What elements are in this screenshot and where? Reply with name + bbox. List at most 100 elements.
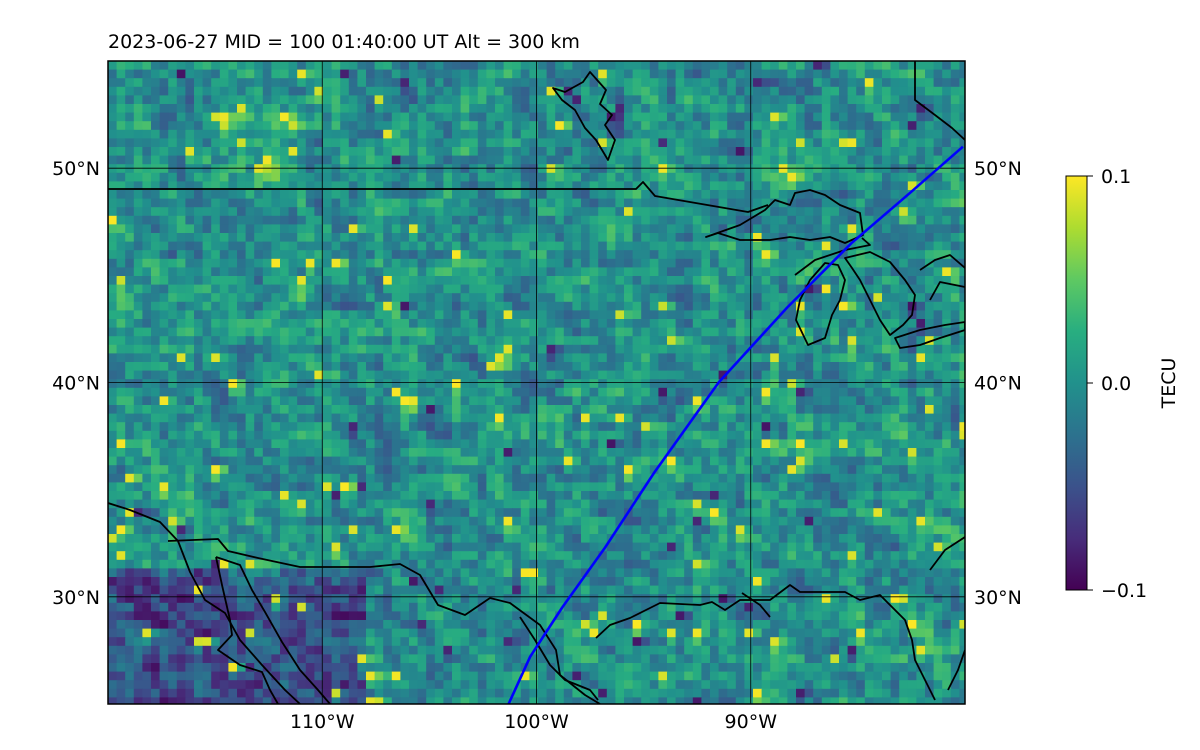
- tec-pixel: [460, 181, 470, 191]
- tec-pixel: [950, 129, 960, 139]
- tec-pixel: [710, 233, 720, 243]
- tec-pixel: [581, 78, 591, 88]
- tec-pixel: [821, 284, 831, 294]
- tec-pixel: [718, 147, 728, 157]
- tec-pixel: [907, 293, 917, 303]
- tec-pixel: [529, 258, 539, 268]
- tec-pixel: [237, 250, 247, 260]
- tec-pixel: [907, 430, 917, 440]
- tec-pixel: [503, 267, 513, 277]
- tec-pixel: [821, 215, 831, 225]
- tec-pixel: [288, 147, 298, 157]
- tec-pixel: [254, 430, 264, 440]
- tec-pixel: [159, 69, 169, 79]
- tec-pixel: [108, 387, 118, 397]
- tec-pixel: [357, 473, 367, 483]
- tec-pixel: [581, 405, 591, 415]
- tec-pixel: [142, 164, 152, 174]
- tec-pixel: [959, 86, 965, 96]
- tec-pixel: [443, 172, 453, 182]
- tec-pixel: [151, 379, 161, 389]
- tec-pixel: [959, 233, 965, 243]
- tec-pixel: [950, 241, 960, 251]
- tec-pixel: [357, 439, 367, 449]
- tec-pixel: [710, 362, 720, 372]
- tec-pixel: [374, 112, 384, 122]
- tec-pixel: [176, 301, 186, 311]
- tec-pixel: [503, 215, 513, 225]
- tec-pixel: [727, 121, 737, 131]
- tec-pixel: [873, 319, 883, 329]
- tec-pixel: [632, 379, 642, 389]
- tec-pixel: [710, 190, 720, 200]
- tec-pixel: [262, 86, 272, 96]
- tec-pixel: [787, 430, 797, 440]
- tec-pixel: [125, 482, 135, 492]
- tec-pixel: [460, 301, 470, 311]
- tec-pixel: [417, 430, 427, 440]
- tec-pixel: [434, 301, 444, 311]
- tec-pixel: [176, 344, 186, 354]
- tec-pixel: [555, 405, 565, 415]
- tec-pixel: [804, 129, 814, 139]
- tec-pixel: [417, 155, 427, 165]
- tec-pixel: [194, 293, 204, 303]
- tec-pixel: [495, 95, 505, 105]
- tec-pixel: [391, 250, 401, 260]
- tec-pixel: [254, 336, 264, 346]
- tec-pixel: [589, 224, 599, 234]
- tec-pixel: [718, 250, 728, 260]
- tec-pixel: [417, 86, 427, 96]
- tec-pixel: [632, 301, 642, 311]
- tec-pixel: [426, 181, 436, 191]
- tec-pixel: [830, 241, 840, 251]
- tec-pixel: [589, 129, 599, 139]
- tec-pixel: [899, 95, 909, 105]
- tec-pixel: [916, 181, 926, 191]
- tec-pixel: [262, 370, 272, 380]
- tec-pixel: [572, 379, 582, 389]
- tec-pixel: [391, 353, 401, 363]
- tec-pixel: [770, 233, 780, 243]
- tec-pixel: [383, 190, 393, 200]
- tec-pixel: [443, 430, 453, 440]
- tec-pixel: [907, 121, 917, 131]
- tec-pixel: [400, 207, 410, 217]
- tec-pixel: [658, 301, 668, 311]
- tec-pixel: [606, 430, 616, 440]
- tec-pixel: [409, 164, 419, 174]
- tec-pixel: [727, 482, 737, 492]
- tec-pixel: [684, 310, 694, 320]
- tec-pixel: [959, 61, 965, 71]
- tec-pixel: [830, 353, 840, 363]
- tec-pixel: [658, 198, 668, 208]
- tec-pixel: [477, 104, 487, 114]
- tec-pixel: [314, 172, 324, 182]
- tec-pixel: [512, 319, 522, 329]
- tec-pixel: [933, 241, 943, 251]
- tec-pixel: [563, 215, 573, 225]
- tec-pixel: [847, 267, 857, 277]
- tec-pixel: [744, 121, 754, 131]
- tec-pixel: [899, 224, 909, 234]
- tec-pixel: [400, 172, 410, 182]
- tec-pixel: [632, 215, 642, 225]
- tec-pixel: [882, 86, 892, 96]
- tec-pixel: [942, 387, 952, 397]
- tec-pixel: [847, 430, 857, 440]
- tec-pixel: [753, 258, 763, 268]
- tec-pixel: [882, 405, 892, 415]
- tec-pixel: [572, 482, 582, 492]
- tec-pixel: [770, 224, 780, 234]
- tec-pixel: [538, 198, 548, 208]
- tec-pixel: [555, 181, 565, 191]
- tec-pixel: [520, 465, 530, 475]
- tec-pixel: [495, 250, 505, 260]
- tec-pixel: [297, 396, 307, 406]
- tec-pixel: [202, 439, 212, 449]
- tec-pixel: [116, 293, 126, 303]
- tec-pixel: [529, 473, 539, 483]
- tec-pixel: [856, 405, 866, 415]
- tec-pixel: [813, 430, 823, 440]
- tec-pixel: [159, 172, 169, 182]
